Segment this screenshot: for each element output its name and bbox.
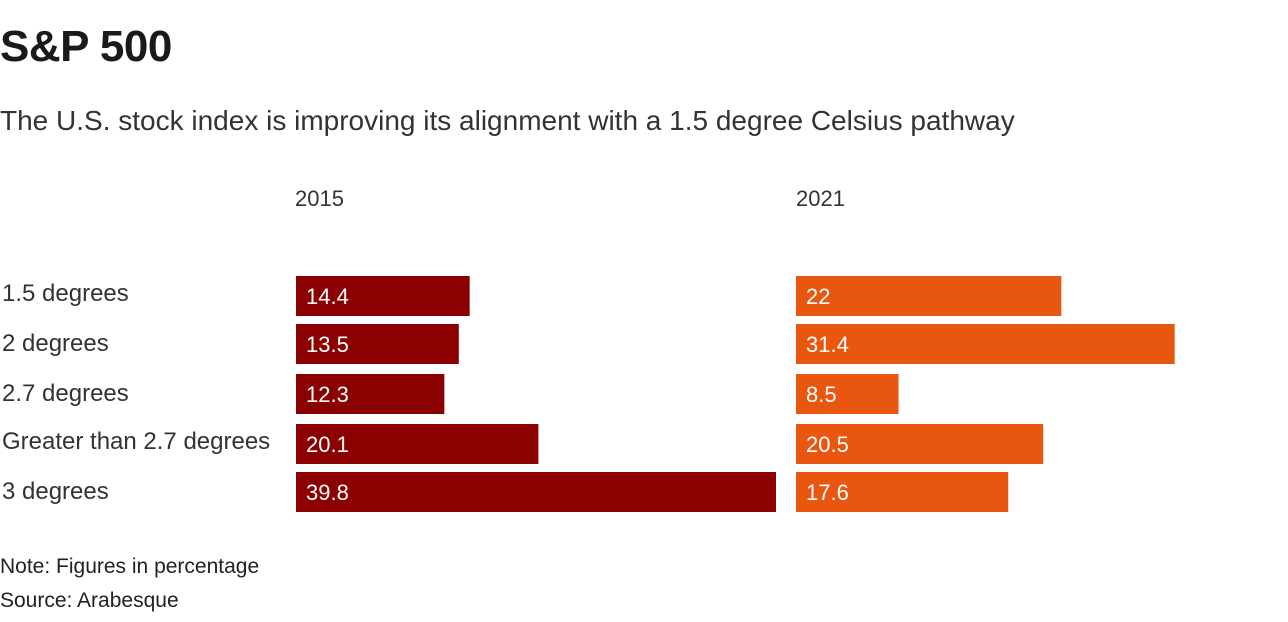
bar-2021-1-5-degrees [796,276,1062,316]
panel-title-2015: 2015 [295,186,344,211]
bar-2015-2-7-degrees [296,374,445,414]
bar-2021-3-degrees [796,472,1009,512]
bar-value-label-2015-greater-than-2-7-degrees: 20.1 [306,432,349,457]
category-label-3-degrees: 3 degrees [2,478,109,505]
bar-2021-greater-than-2-7-degrees [796,424,1044,464]
note-text: Note: Figures in percentage [0,555,260,578]
bar-value-label-2015-2-degrees: 13.5 [306,332,349,357]
bar-2021-2-degrees [796,324,1175,364]
bar-2015-greater-than-2-7-degrees [296,424,539,464]
bar-2021-2-7-degrees [796,374,899,414]
bar-2015-1-5-degrees [296,276,470,316]
bar-value-label-2021-greater-than-2-7-degrees: 20.5 [806,432,849,457]
bar-value-label-2021-2-degrees: 31.4 [806,332,849,357]
category-label-2-7-degrees: 2.7 degrees [2,380,129,407]
bar-value-label-2015-2-7-degrees: 12.3 [306,382,349,407]
bar-value-label-2021-1-5-degrees: 22 [806,284,830,309]
bar-value-label-2021-2-7-degrees: 8.5 [806,382,837,407]
bar-2015-3-degrees [296,472,776,512]
category-label-greater-than-2-7-degrees: Greater than 2.7 degrees [2,428,271,455]
category-label-2-degrees: 2 degrees [2,330,109,357]
bar-2015-2-degrees [296,324,459,364]
source-text: Source: Arabesque [0,589,179,612]
chart-subtitle: The U.S. stock index is improving its al… [0,105,1015,136]
bar-value-label-2015-1-5-degrees: 14.4 [306,284,349,309]
category-label-1-5-degrees: 1.5 degrees [2,280,129,307]
bar-value-label-2021-3-degrees: 17.6 [806,480,849,505]
bar-value-label-2015-3-degrees: 39.8 [306,480,349,505]
panel-title-2021: 2021 [796,186,845,211]
chart-title: S&P 500 [0,22,172,71]
